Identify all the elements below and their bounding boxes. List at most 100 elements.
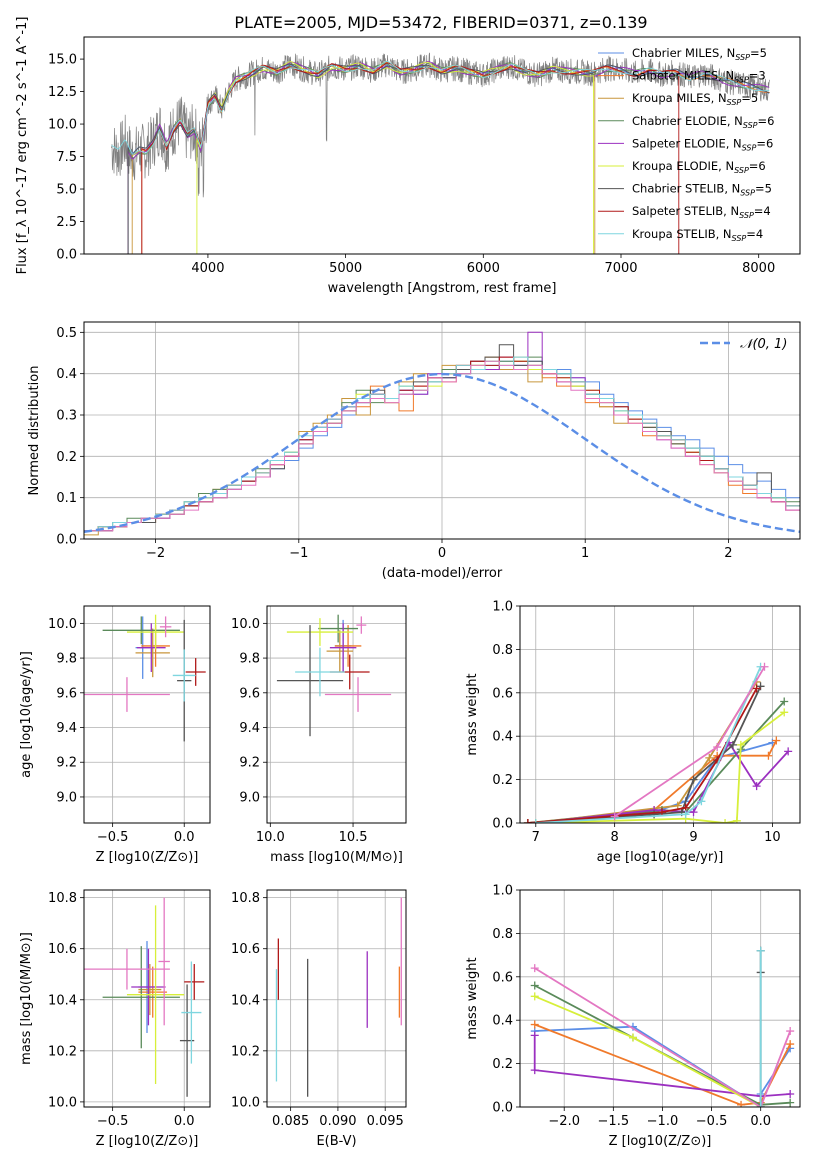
mass_age-ytick-label: 9.4: [239, 721, 260, 736]
spectrum-xlabel: wavelength [Angstrom, rest frame]: [328, 281, 557, 296]
z_mass-plot-area: [84, 897, 205, 1097]
weight-series-line: [535, 666, 762, 823]
spectrum-xtick-label: 4000: [191, 261, 224, 276]
weight-marker: [764, 751, 773, 760]
weight-marker: [752, 782, 761, 791]
weight-marker: [530, 1031, 539, 1040]
z_mass-ytick-label: 10.8: [48, 891, 77, 906]
z_mass-ytick-label: 10.6: [48, 942, 77, 957]
legend-label: Kroupa STELIB, NSSP=4: [632, 227, 763, 243]
weight-marker: [689, 808, 698, 817]
z_weight-ytick-label: 1.0: [492, 884, 513, 899]
axes-frame: [83, 321, 801, 540]
ebv_mass-xtick-label: 0.085: [272, 1114, 309, 1129]
weight-marker: [772, 736, 781, 745]
age_weight-xlabel: age [log10(age/yr)]: [597, 850, 724, 865]
axes-frame: [83, 36, 801, 255]
spectrum-plot-area: [111, 52, 770, 254]
axes-frame: [83, 605, 211, 824]
residuals-plot-area: [84, 331, 800, 539]
weight-marker: [530, 964, 539, 973]
weight-marker: [760, 662, 769, 671]
model-spectrum: [196, 61, 594, 254]
ebv_mass-ytick-label: 10.8: [231, 891, 260, 906]
spectrum-ytick-label: 10.0: [48, 118, 77, 133]
weight-marker: [531, 819, 540, 823]
residuals-ytick-label: 0.5: [56, 326, 77, 341]
age_weight-ytick-label: 0.0: [492, 817, 513, 832]
legend-label: Chabrier MILES, NSSP=5: [632, 46, 767, 62]
age_weight-xtick-label: 8: [611, 830, 619, 845]
observed-spectrum: [111, 52, 770, 198]
z_age-ytick-label: 9.0: [56, 790, 77, 805]
legend-label: Chabrier STELIB, NSSP=5: [632, 182, 772, 198]
spectrum-ytick-label: 2.5: [56, 215, 77, 230]
chart-spectrum: 4000 5000 6000 7000 8000 0.0 2.5 5.0 7.5 10.0 12.5…: [15, 17, 801, 296]
z_age-xtick-label: −0.5: [97, 830, 129, 845]
legend-label: Salpeter STELIB, NSSP=4: [632, 204, 771, 220]
weight-marker: [786, 1027, 795, 1036]
weight-series-line: [533, 1035, 791, 1098]
figure-title: PLATE=2005, MJD=53472, FIBERID=0371, z=0…: [234, 13, 647, 32]
weight-marker: [681, 810, 690, 819]
weight-marker: [721, 819, 730, 823]
chart-ebv_mass: 0.085 0.090 0.095 10.0 10.2 10.4 10.6 10.8 E(B-V…: [231, 889, 407, 1149]
age_weight-ytick-label: 0.6: [492, 686, 513, 701]
legend-label: 𝒩(0, 1): [740, 337, 787, 352]
spectrum-ytick-label: 12.5: [48, 85, 77, 100]
spectrum-ytick-label: 0.0: [56, 248, 77, 263]
weight-marker: [523, 819, 532, 823]
spectrum-xtick-label: 6000: [467, 261, 500, 276]
ebv_mass-plot-area: [275, 897, 402, 1097]
chart-age_weight: 7 8 9 10 0.0 0.2 0.4 0.6 0.8 1.0 age [log10(age/yr…: [465, 600, 801, 865]
mass_age-ytick-label: 9.8: [239, 652, 260, 667]
residuals-ylabel: Normed distribution: [27, 366, 42, 496]
age_weight-ytick-label: 0.2: [492, 773, 513, 788]
axes-frame: [266, 889, 407, 1108]
residuals-xlabel: (data-model)/error: [382, 566, 503, 581]
z_age-xtick-label: 0.0: [174, 830, 195, 845]
age_weight-ytick-label: 1.0: [492, 600, 513, 615]
axes-frame: [519, 605, 801, 824]
weight-marker: [784, 747, 793, 756]
weight-series-line: [535, 711, 785, 823]
residuals-ytick-label: 0.0: [56, 533, 77, 548]
z_weight-ytick-label: 0.4: [492, 1014, 513, 1029]
chart-z_age: −0.5 0.0 9.0 9.2 9.4 9.6 9.8 10.0 Z [log10(Z/Z⊙)…: [19, 605, 211, 865]
weight-marker: [689, 775, 698, 784]
mass_age-xlabel: mass [log10(M/M⊙)]: [270, 850, 403, 865]
spectrum-legend: Chabrier MILES, NSSP=5 Salpeter MILES, NS…: [598, 46, 774, 243]
residuals-xtick-label: 0: [438, 546, 446, 561]
weight-marker: [728, 740, 737, 749]
ebv_mass-xtick-label: 0.090: [319, 1114, 356, 1129]
chart-residuals: −2 −1 0 1 2 0.0 0.1 0.2 0.3 0.4 0.5 (data-model)/er…: [27, 321, 801, 581]
weight-marker: [786, 1098, 795, 1107]
ebv_mass-ytick-label: 10.4: [231, 993, 260, 1008]
z_mass-ylabel: mass [log10(M/M⊙)]: [19, 932, 34, 1065]
weight-marker: [713, 743, 722, 752]
weight-marker: [628, 1033, 637, 1042]
ebv_mass-ytick-label: 10.6: [231, 942, 260, 957]
weight-series-line: [534, 1025, 791, 1107]
ebv_mass-grid: [267, 890, 406, 1107]
z_mass-ytick-label: 10.2: [48, 1044, 77, 1059]
z_age-plot-area: [84, 614, 206, 742]
weight-series-line: [534, 984, 791, 1106]
z_weight-ytick-label: 0.2: [492, 1057, 513, 1072]
weight-marker: [756, 946, 765, 955]
z_age-ytick-label: 9.8: [56, 652, 77, 667]
z_mass-xtick-label: −0.5: [97, 1114, 129, 1129]
model-spectrum: [111, 60, 770, 155]
ebv_mass-ytick-label: 10.0: [231, 1095, 260, 1110]
z_mass-ytick-label: 10.0: [48, 1095, 77, 1110]
mass_age-ytick-label: 9.2: [239, 756, 260, 771]
spectrum-xtick-label: 7000: [604, 261, 637, 276]
age_weight-ytick-label: 0.4: [492, 730, 513, 745]
residual-histogram: [84, 360, 800, 539]
z_mass-xlabel: Z [log10(Z/Z⊙)]: [96, 1134, 199, 1149]
spectrum-xtick-label: 8000: [742, 261, 775, 276]
chart-z_weight: −2.0 −1.5 −1.0 −0.5 0.0 0.0 0.2 0.4 0.6 0.8 1.0 Z […: [465, 884, 801, 1149]
z_age-ylabel: age [log10(age/yr)]: [19, 651, 34, 778]
z_weight-xlabel: Z [log10(Z/Z⊙)]: [609, 1134, 712, 1149]
